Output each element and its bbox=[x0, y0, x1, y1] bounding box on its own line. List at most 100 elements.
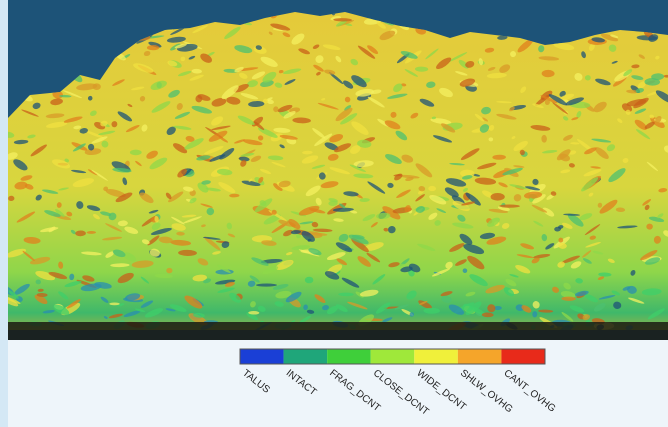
texture bbox=[560, 169, 571, 174]
texture bbox=[367, 45, 379, 55]
texture bbox=[299, 221, 314, 225]
texture bbox=[192, 25, 208, 34]
texture bbox=[558, 237, 564, 243]
texture bbox=[592, 250, 604, 255]
texture bbox=[343, 191, 359, 197]
texture bbox=[462, 268, 468, 273]
texture bbox=[457, 214, 466, 222]
texture bbox=[399, 174, 420, 179]
texture bbox=[166, 126, 176, 136]
texture bbox=[146, 150, 158, 159]
texture bbox=[324, 69, 336, 75]
texture bbox=[117, 111, 133, 122]
texture bbox=[633, 97, 649, 109]
texture bbox=[599, 199, 618, 214]
texture bbox=[590, 166, 601, 169]
texture bbox=[509, 274, 519, 278]
texture bbox=[418, 186, 426, 192]
texture bbox=[115, 192, 133, 203]
texture bbox=[561, 222, 573, 229]
texture bbox=[417, 243, 436, 251]
texture bbox=[644, 204, 650, 211]
texture bbox=[625, 109, 631, 115]
texture bbox=[516, 254, 534, 259]
texture bbox=[148, 209, 159, 214]
texture bbox=[171, 216, 185, 225]
texture bbox=[637, 81, 647, 89]
texture bbox=[431, 268, 451, 277]
texture bbox=[611, 290, 621, 296]
texture bbox=[615, 207, 626, 212]
texture bbox=[404, 205, 411, 213]
texture bbox=[257, 135, 264, 141]
texture bbox=[335, 304, 348, 313]
texture bbox=[655, 90, 668, 104]
texture bbox=[487, 66, 496, 71]
texture bbox=[608, 44, 617, 52]
texture bbox=[133, 63, 154, 73]
texture bbox=[93, 214, 100, 220]
texture bbox=[465, 301, 482, 315]
texture bbox=[149, 248, 160, 257]
texture bbox=[176, 102, 183, 111]
texture bbox=[312, 128, 326, 139]
texture bbox=[623, 69, 633, 77]
texture bbox=[530, 125, 551, 131]
texture bbox=[400, 50, 418, 59]
texture bbox=[100, 296, 109, 303]
texture bbox=[253, 121, 265, 131]
texture bbox=[393, 83, 403, 93]
texture bbox=[554, 226, 562, 232]
texture bbox=[209, 154, 226, 162]
texture bbox=[645, 257, 661, 265]
texture bbox=[465, 60, 475, 68]
texture bbox=[635, 129, 651, 140]
texture bbox=[53, 304, 70, 316]
texture bbox=[347, 301, 368, 310]
texture bbox=[584, 75, 591, 81]
texture bbox=[584, 294, 598, 303]
texture bbox=[46, 121, 68, 128]
texture bbox=[488, 137, 494, 142]
texture bbox=[273, 183, 283, 191]
texture bbox=[532, 301, 540, 309]
texture bbox=[513, 140, 528, 152]
legend-swatch bbox=[327, 349, 371, 364]
texture bbox=[445, 178, 467, 187]
texture bbox=[521, 305, 532, 313]
texture bbox=[462, 187, 468, 192]
texture bbox=[553, 236, 570, 249]
texture bbox=[180, 56, 186, 62]
texture bbox=[56, 202, 62, 208]
texture bbox=[131, 260, 154, 268]
texture bbox=[237, 115, 255, 125]
texture bbox=[103, 186, 109, 192]
texture bbox=[465, 291, 476, 297]
texture bbox=[234, 45, 253, 54]
texture bbox=[90, 110, 97, 117]
texture bbox=[211, 98, 227, 107]
texture bbox=[250, 301, 256, 308]
texture bbox=[600, 33, 619, 42]
texture bbox=[188, 55, 196, 60]
texture bbox=[583, 169, 602, 177]
texture bbox=[355, 88, 375, 97]
texture bbox=[593, 303, 606, 312]
texture bbox=[405, 177, 414, 182]
texture bbox=[227, 233, 236, 238]
texture bbox=[561, 296, 576, 301]
texture bbox=[388, 262, 400, 268]
texture bbox=[73, 125, 82, 130]
texture bbox=[105, 223, 122, 232]
texture bbox=[479, 232, 496, 240]
texture bbox=[324, 271, 340, 280]
texture bbox=[306, 309, 315, 314]
texture bbox=[387, 93, 408, 99]
texture bbox=[279, 135, 298, 140]
texture bbox=[91, 169, 108, 181]
texture bbox=[233, 83, 249, 93]
texture bbox=[208, 130, 228, 142]
point-cloud bbox=[8, 12, 668, 330]
texture bbox=[76, 83, 98, 91]
texture bbox=[14, 181, 28, 190]
